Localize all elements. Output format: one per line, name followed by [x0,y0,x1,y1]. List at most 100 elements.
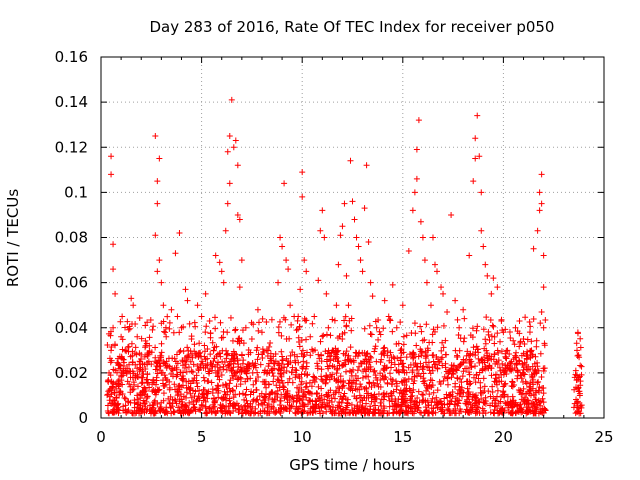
data-point [296,375,303,382]
data-point [338,399,345,406]
data-point [400,360,407,367]
data-point [573,340,580,347]
data-point [425,359,432,366]
data-point [326,397,333,404]
data-point [411,189,418,196]
data-point [464,385,471,392]
data-point [337,373,344,380]
data-point [274,376,281,383]
data-point [168,306,175,313]
data-point [409,367,416,374]
data-point [179,376,186,383]
data-point [259,315,266,322]
data-point [482,261,489,268]
data-point [415,117,422,124]
data-point [498,348,505,355]
data-point [418,409,425,416]
data-point [487,402,494,409]
data-point [134,365,141,372]
data-point [249,369,256,376]
data-point [465,409,472,416]
data-point [236,284,243,291]
data-point [318,352,325,359]
data-point [150,376,157,383]
data-point [214,382,221,389]
data-point [474,323,481,330]
data-point [482,336,489,343]
data-point [303,336,310,343]
data-point [161,409,168,416]
data-point [158,399,165,406]
data-point [122,347,129,354]
data-point [194,302,201,309]
data-point [413,363,420,370]
data-point [275,279,282,286]
data-point [347,344,354,351]
data-point [329,371,336,378]
data-point [129,386,136,393]
data-point [519,408,526,415]
data-point [324,356,331,363]
data-point [226,180,233,187]
data-point [348,327,355,334]
data-point [339,383,346,390]
data-point [536,189,543,196]
data-point [514,375,521,382]
data-point [220,334,227,341]
data-point [353,395,360,402]
data-point [489,322,496,329]
data-point [359,268,366,275]
data-point [452,380,459,387]
data-point [481,407,488,414]
data-point [342,395,349,402]
data-point [479,366,486,373]
data-point [235,363,242,370]
data-point [185,364,192,371]
data-point [265,363,272,370]
data-point [388,389,395,396]
data-point [224,148,231,155]
data-point [396,369,403,376]
data-point [299,169,306,176]
data-point [178,375,185,382]
data-point [516,358,523,365]
data-point [110,396,117,403]
data-point [371,394,378,401]
data-point [380,325,387,332]
data-point [436,378,443,385]
data-point [144,393,151,400]
data-point [314,365,321,372]
data-point [327,352,334,359]
y-tick-label: 0.04 [55,319,88,337]
data-point [534,379,541,386]
data-point [117,388,124,395]
data-point [118,333,125,340]
data-point [231,350,238,357]
data-point [439,362,446,369]
data-point [203,409,210,416]
data-point [433,354,440,361]
data-point [489,383,496,390]
data-point [385,313,392,320]
data-point [333,409,340,416]
data-point [149,381,156,388]
data-point [128,340,135,347]
data-point [442,337,449,344]
data-point [193,397,200,404]
data-point [485,331,492,338]
data-point [134,373,141,380]
data-point [294,405,301,412]
data-point [178,403,185,410]
chart-title: Day 283 of 2016, Rate Of TEC Index for r… [150,18,555,36]
data-point [300,392,307,399]
data-point [421,257,428,264]
data-point [137,395,144,402]
data-point [166,384,173,391]
data-point [240,357,247,364]
data-point [474,112,481,119]
data-point [280,369,287,376]
data-point [351,216,358,223]
data-point [401,382,408,389]
data-point [189,354,196,361]
data-point [377,383,384,390]
